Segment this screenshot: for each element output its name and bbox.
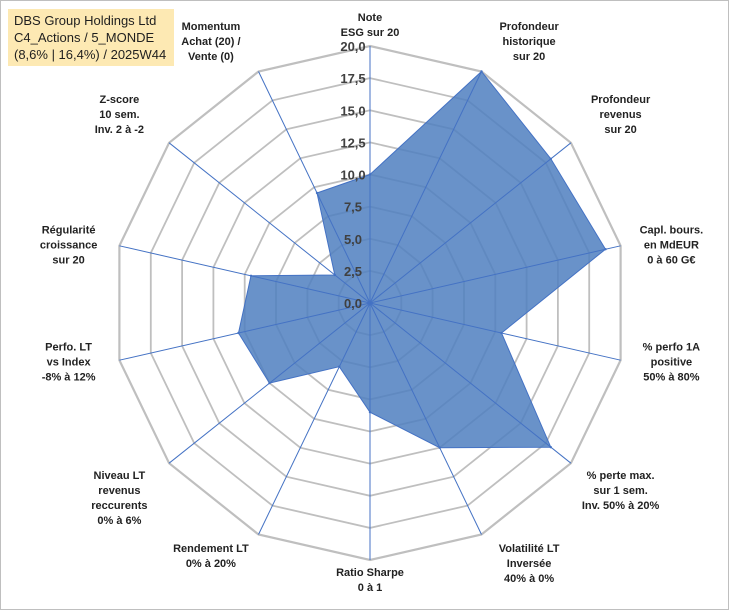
axis-label-line: Profondeur — [591, 94, 651, 106]
axis-label-line: sur 1 sem. — [593, 485, 647, 497]
tick-label: 12,5 — [340, 135, 365, 150]
axis-label: % perfo 1A positive 50% à 80% — [643, 342, 701, 384]
axis-label-line: Régularité — [42, 225, 96, 237]
axis-label-line: historique — [503, 36, 556, 48]
axis-spoke — [369, 245, 621, 304]
axis-label-line: croissance — [40, 240, 97, 252]
axis-label: Note ESG sur 20 — [341, 12, 400, 39]
axis-label: Capl. bours. en MdEUR 0 à 60 G€ — [640, 225, 704, 267]
axis-label-line: en MdEUR — [644, 240, 699, 252]
axis-label-line: Profondeur — [499, 21, 559, 33]
axis-label-line: -8% à 12% — [42, 372, 96, 384]
tick-label: 7,5 — [344, 200, 362, 215]
axis-spoke — [119, 302, 371, 361]
tick-label: 5,0 — [344, 232, 362, 247]
axis-label-line: % perfo 1A — [643, 342, 701, 354]
axis-label-line: Z-score — [100, 94, 140, 106]
tick-label: 20,0 — [340, 39, 365, 54]
data-point — [438, 446, 441, 449]
axis-label-line: 0 à 60 G€ — [647, 255, 695, 267]
axis-label-line: Momentum — [182, 21, 241, 33]
axis-spoke — [258, 71, 371, 304]
axis-spoke — [369, 302, 621, 361]
axis-label-line: revenus — [599, 109, 641, 121]
axis-spoke — [369, 142, 572, 304]
axis-label: Profondeur historique sur 20 — [499, 21, 559, 63]
axis-label-line: Vente (0) — [188, 51, 234, 63]
axis-label-line: sur 20 — [52, 255, 84, 267]
tick-label: 0,0 — [344, 296, 362, 311]
axis-label-line: reccurents — [91, 500, 147, 512]
axis-label: Régularité croissance sur 20 — [40, 225, 97, 267]
data-point — [338, 365, 341, 368]
axis-label-line: ESG sur 20 — [341, 27, 400, 39]
axis-label-line: sur 20 — [604, 124, 636, 136]
axis-label-line: sur 20 — [513, 51, 545, 63]
axis-spoke — [168, 142, 371, 304]
axis-label-line: Rendement LT — [173, 543, 249, 555]
axis-label-line: 0% à 20% — [186, 558, 236, 570]
axis-label-line: 0% à 6% — [97, 515, 141, 527]
data-point — [549, 157, 552, 160]
axis-spoke — [119, 245, 371, 304]
axis-label-line: % perte max. — [587, 470, 655, 482]
axis-label-line: Volatilité LT — [499, 543, 560, 555]
axis-label-line: 50% à 80% — [643, 372, 699, 384]
chart-title-category: C4_Actions / 5_MONDE — [14, 30, 155, 45]
axis-spoke — [258, 302, 371, 535]
axis-spoke — [369, 71, 482, 304]
axis-label-line: 40% à 0% — [504, 573, 554, 585]
chart-title-company: DBS Group Holdings Ltd — [14, 13, 157, 28]
data-point — [604, 248, 607, 251]
axis-label: Perfo. LT vs Index -8% à 12% — [42, 342, 96, 384]
data-point — [249, 274, 253, 277]
data-point — [480, 70, 483, 73]
axis-label: Niveau LT revenus reccurents 0% à 6% — [91, 470, 147, 527]
tick-label: 10,0 — [340, 168, 365, 183]
data-point — [315, 191, 319, 195]
axis-spoke — [369, 302, 572, 464]
axis-label-line: Capl. bours. — [640, 225, 704, 237]
tick-label: 15,0 — [340, 103, 365, 118]
axis-label-line: Ratio Sharpe — [336, 567, 404, 579]
axis-label-line: Niveau LT — [94, 470, 146, 482]
data-point — [368, 411, 372, 414]
chart-title-period: (8,6% | 16,4%) / 2025W44 — [14, 47, 167, 62]
axis-label: Rendement LT 0% à 20% — [173, 543, 249, 570]
axis-label-line: positive — [651, 357, 693, 369]
axis-label-line: revenus — [98, 485, 140, 497]
axis-spoke — [369, 302, 482, 535]
axis-label: % perte max. sur 1 sem. Inv. 50% à 20% — [582, 470, 660, 512]
axis-label: Volatilité LT Inversée 40% à 0% — [499, 543, 560, 585]
axis-label-line: Perfo. LT — [45, 342, 92, 354]
data-point — [237, 331, 240, 335]
axis-label-line: 0 à 1 — [358, 582, 382, 594]
chart-title-box: DBS Group Holdings Ltd C4_Actions / 5_MO… — [8, 9, 174, 66]
data-point — [500, 331, 503, 335]
axis-label-line: Inv. 50% à 20% — [582, 500, 660, 512]
axis-label: Ratio Sharpe 0 à 1 — [336, 567, 404, 594]
tick-label: 17,5 — [340, 71, 365, 86]
axis-label: Momentum Achat (20) / Vente (0) — [181, 21, 240, 63]
data-point — [333, 273, 336, 277]
axis-label-line: Inv. 2 à -2 — [95, 124, 144, 136]
tick-label: 2,5 — [344, 264, 362, 279]
axis-label-line: Achat (20) / — [181, 36, 240, 48]
data-point — [368, 173, 372, 176]
axis-label: Profondeur revenus sur 20 — [591, 94, 651, 136]
axis-label-line: Note — [358, 12, 382, 24]
data-point — [549, 446, 552, 449]
axis-label-line: Inversée — [507, 558, 552, 570]
axis-label-line: 10 sem. — [99, 109, 139, 121]
axis-label: Z-score 10 sem. Inv. 2 à -2 — [95, 94, 144, 136]
data-point — [268, 381, 271, 385]
axis-label-line: vs Index — [47, 357, 92, 369]
